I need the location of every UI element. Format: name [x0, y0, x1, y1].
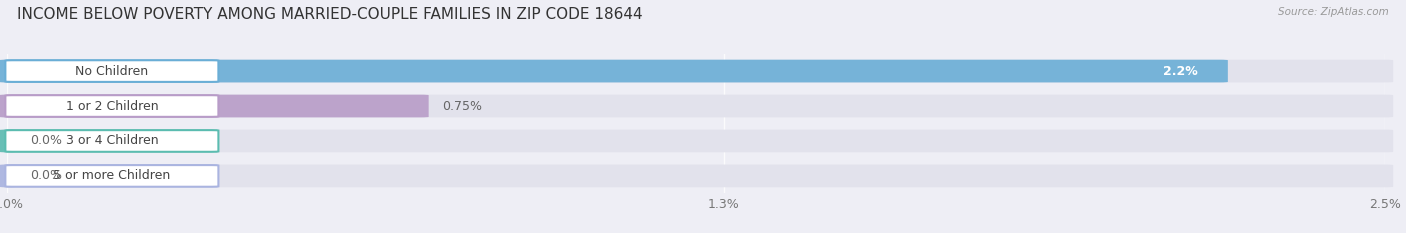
- FancyBboxPatch shape: [0, 130, 1393, 152]
- FancyBboxPatch shape: [0, 164, 1393, 187]
- Text: 3 or 4 Children: 3 or 4 Children: [66, 134, 159, 147]
- Text: 5 or more Children: 5 or more Children: [53, 169, 170, 182]
- FancyBboxPatch shape: [6, 60, 218, 82]
- Text: 1 or 2 Children: 1 or 2 Children: [66, 99, 159, 113]
- Text: No Children: No Children: [76, 65, 149, 78]
- FancyBboxPatch shape: [0, 60, 1227, 82]
- FancyBboxPatch shape: [0, 95, 429, 117]
- FancyBboxPatch shape: [6, 95, 218, 117]
- Text: INCOME BELOW POVERTY AMONG MARRIED-COUPLE FAMILIES IN ZIP CODE 18644: INCOME BELOW POVERTY AMONG MARRIED-COUPL…: [17, 7, 643, 22]
- Text: Source: ZipAtlas.com: Source: ZipAtlas.com: [1278, 7, 1389, 17]
- Text: 0.0%: 0.0%: [30, 169, 62, 182]
- FancyBboxPatch shape: [0, 60, 1393, 82]
- FancyBboxPatch shape: [0, 95, 1393, 117]
- FancyBboxPatch shape: [0, 164, 15, 187]
- Text: 0.0%: 0.0%: [30, 134, 62, 147]
- FancyBboxPatch shape: [0, 130, 15, 152]
- Text: 2.2%: 2.2%: [1163, 65, 1198, 78]
- FancyBboxPatch shape: [6, 165, 218, 187]
- FancyBboxPatch shape: [6, 130, 218, 152]
- Text: 0.75%: 0.75%: [443, 99, 482, 113]
